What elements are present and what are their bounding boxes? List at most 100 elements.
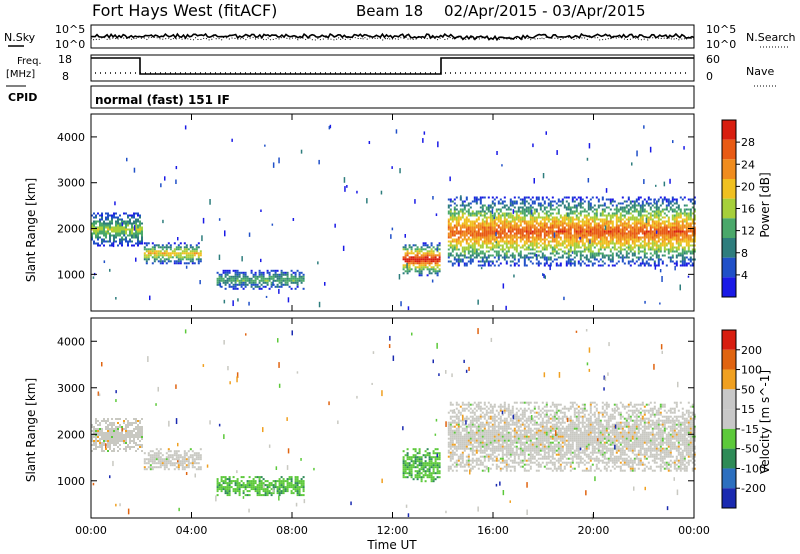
echo-cell	[525, 196, 528, 199]
echo-cell	[487, 264, 490, 267]
echo-cell	[479, 212, 482, 215]
echo-cell	[523, 200, 526, 203]
echo-cell	[637, 236, 640, 239]
echo-cell	[615, 252, 618, 255]
echo-cell	[577, 240, 580, 243]
echo-cell	[597, 198, 600, 201]
echo-cell	[240, 484, 243, 487]
echo-cell	[509, 198, 512, 201]
echo-cell	[294, 488, 297, 491]
echo-cell	[689, 222, 692, 225]
echo-cell	[447, 248, 450, 251]
echo-cell	[543, 220, 546, 223]
echo-cell	[545, 248, 548, 251]
echo-cell	[250, 486, 253, 489]
echo-cell	[611, 224, 614, 227]
echo-cell	[587, 200, 590, 203]
echo-cell	[236, 271, 239, 274]
echo-cell	[436, 464, 439, 467]
echo-cell	[597, 232, 600, 235]
echo-cell	[119, 434, 121, 436]
echo-cell	[575, 204, 578, 207]
echo-cell	[242, 271, 245, 274]
echo-cell	[523, 196, 526, 199]
echo-cell	[615, 220, 618, 223]
echo-cell	[438, 458, 441, 461]
echo-cell	[683, 226, 686, 229]
echo-cell	[177, 466, 180, 469]
echo-cell	[105, 428, 107, 430]
echo-cell	[547, 210, 550, 213]
echo-cell	[420, 246, 423, 249]
echo-cell	[424, 264, 427, 267]
echo-cell	[669, 206, 672, 209]
echo-cell	[519, 216, 522, 219]
echo-cell	[641, 206, 644, 209]
echo-cell	[459, 234, 462, 237]
echo-cell	[511, 226, 514, 229]
echo-cell	[499, 254, 502, 257]
echo-cell	[125, 236, 127, 239]
echo-cell	[232, 279, 235, 282]
echo-cell	[266, 484, 269, 487]
echo-cell	[432, 472, 435, 475]
echo-cell	[619, 232, 622, 235]
echo-cell	[595, 234, 598, 237]
echo-cell	[563, 240, 566, 243]
echo-cell	[487, 246, 490, 249]
echo-cell	[99, 440, 101, 442]
echo-cell	[220, 478, 223, 481]
echo-cell	[621, 242, 624, 245]
echo-cell	[252, 486, 255, 489]
echo-cell	[479, 260, 482, 263]
echo-cell	[665, 230, 668, 233]
echo-cell	[139, 432, 141, 434]
scatter-point	[495, 241, 497, 244]
echo-cell	[412, 456, 415, 459]
echo-cell	[481, 206, 484, 209]
echo-cell	[629, 264, 632, 267]
echo-cell	[185, 454, 188, 457]
echo-cell	[509, 216, 512, 219]
echo-cell	[511, 246, 514, 249]
echo-cell	[95, 232, 97, 235]
echo-cell	[139, 444, 141, 446]
echo-cell	[465, 264, 468, 267]
echo-cell	[543, 232, 546, 235]
echo-cell	[103, 226, 105, 229]
echo-cell	[691, 212, 694, 215]
echo-cell	[471, 246, 474, 249]
echo-cell	[627, 212, 630, 215]
echo-cell	[292, 271, 295, 274]
echo-cell	[485, 242, 488, 245]
echo-cell	[527, 212, 530, 215]
echo-cell	[517, 216, 520, 219]
echo-cell	[689, 260, 692, 263]
echo-cell	[555, 264, 558, 267]
echo-cell	[525, 242, 528, 245]
echo-cell	[412, 448, 415, 451]
echo-cell	[234, 279, 237, 282]
echo-cell	[497, 230, 500, 233]
echo-cell	[565, 264, 568, 267]
echo-cell	[224, 482, 227, 485]
echo-cell	[583, 256, 586, 259]
echo-cell	[677, 242, 680, 245]
echo-cell	[609, 218, 612, 221]
echo-cell	[593, 214, 596, 217]
echo-cell	[467, 252, 470, 255]
echo-cell	[615, 206, 618, 209]
echo-cell	[503, 216, 506, 219]
echo-cell	[276, 285, 279, 288]
echo-cell	[601, 242, 604, 245]
echo-cell	[465, 256, 468, 259]
echo-cell	[224, 281, 227, 284]
echo-cell	[414, 470, 417, 473]
echo-cell	[599, 238, 602, 241]
echo-cell	[611, 256, 614, 259]
echo-cell	[236, 287, 239, 290]
echo-cell	[681, 262, 684, 265]
echo-cell	[693, 214, 696, 217]
echo-cell	[655, 226, 658, 229]
